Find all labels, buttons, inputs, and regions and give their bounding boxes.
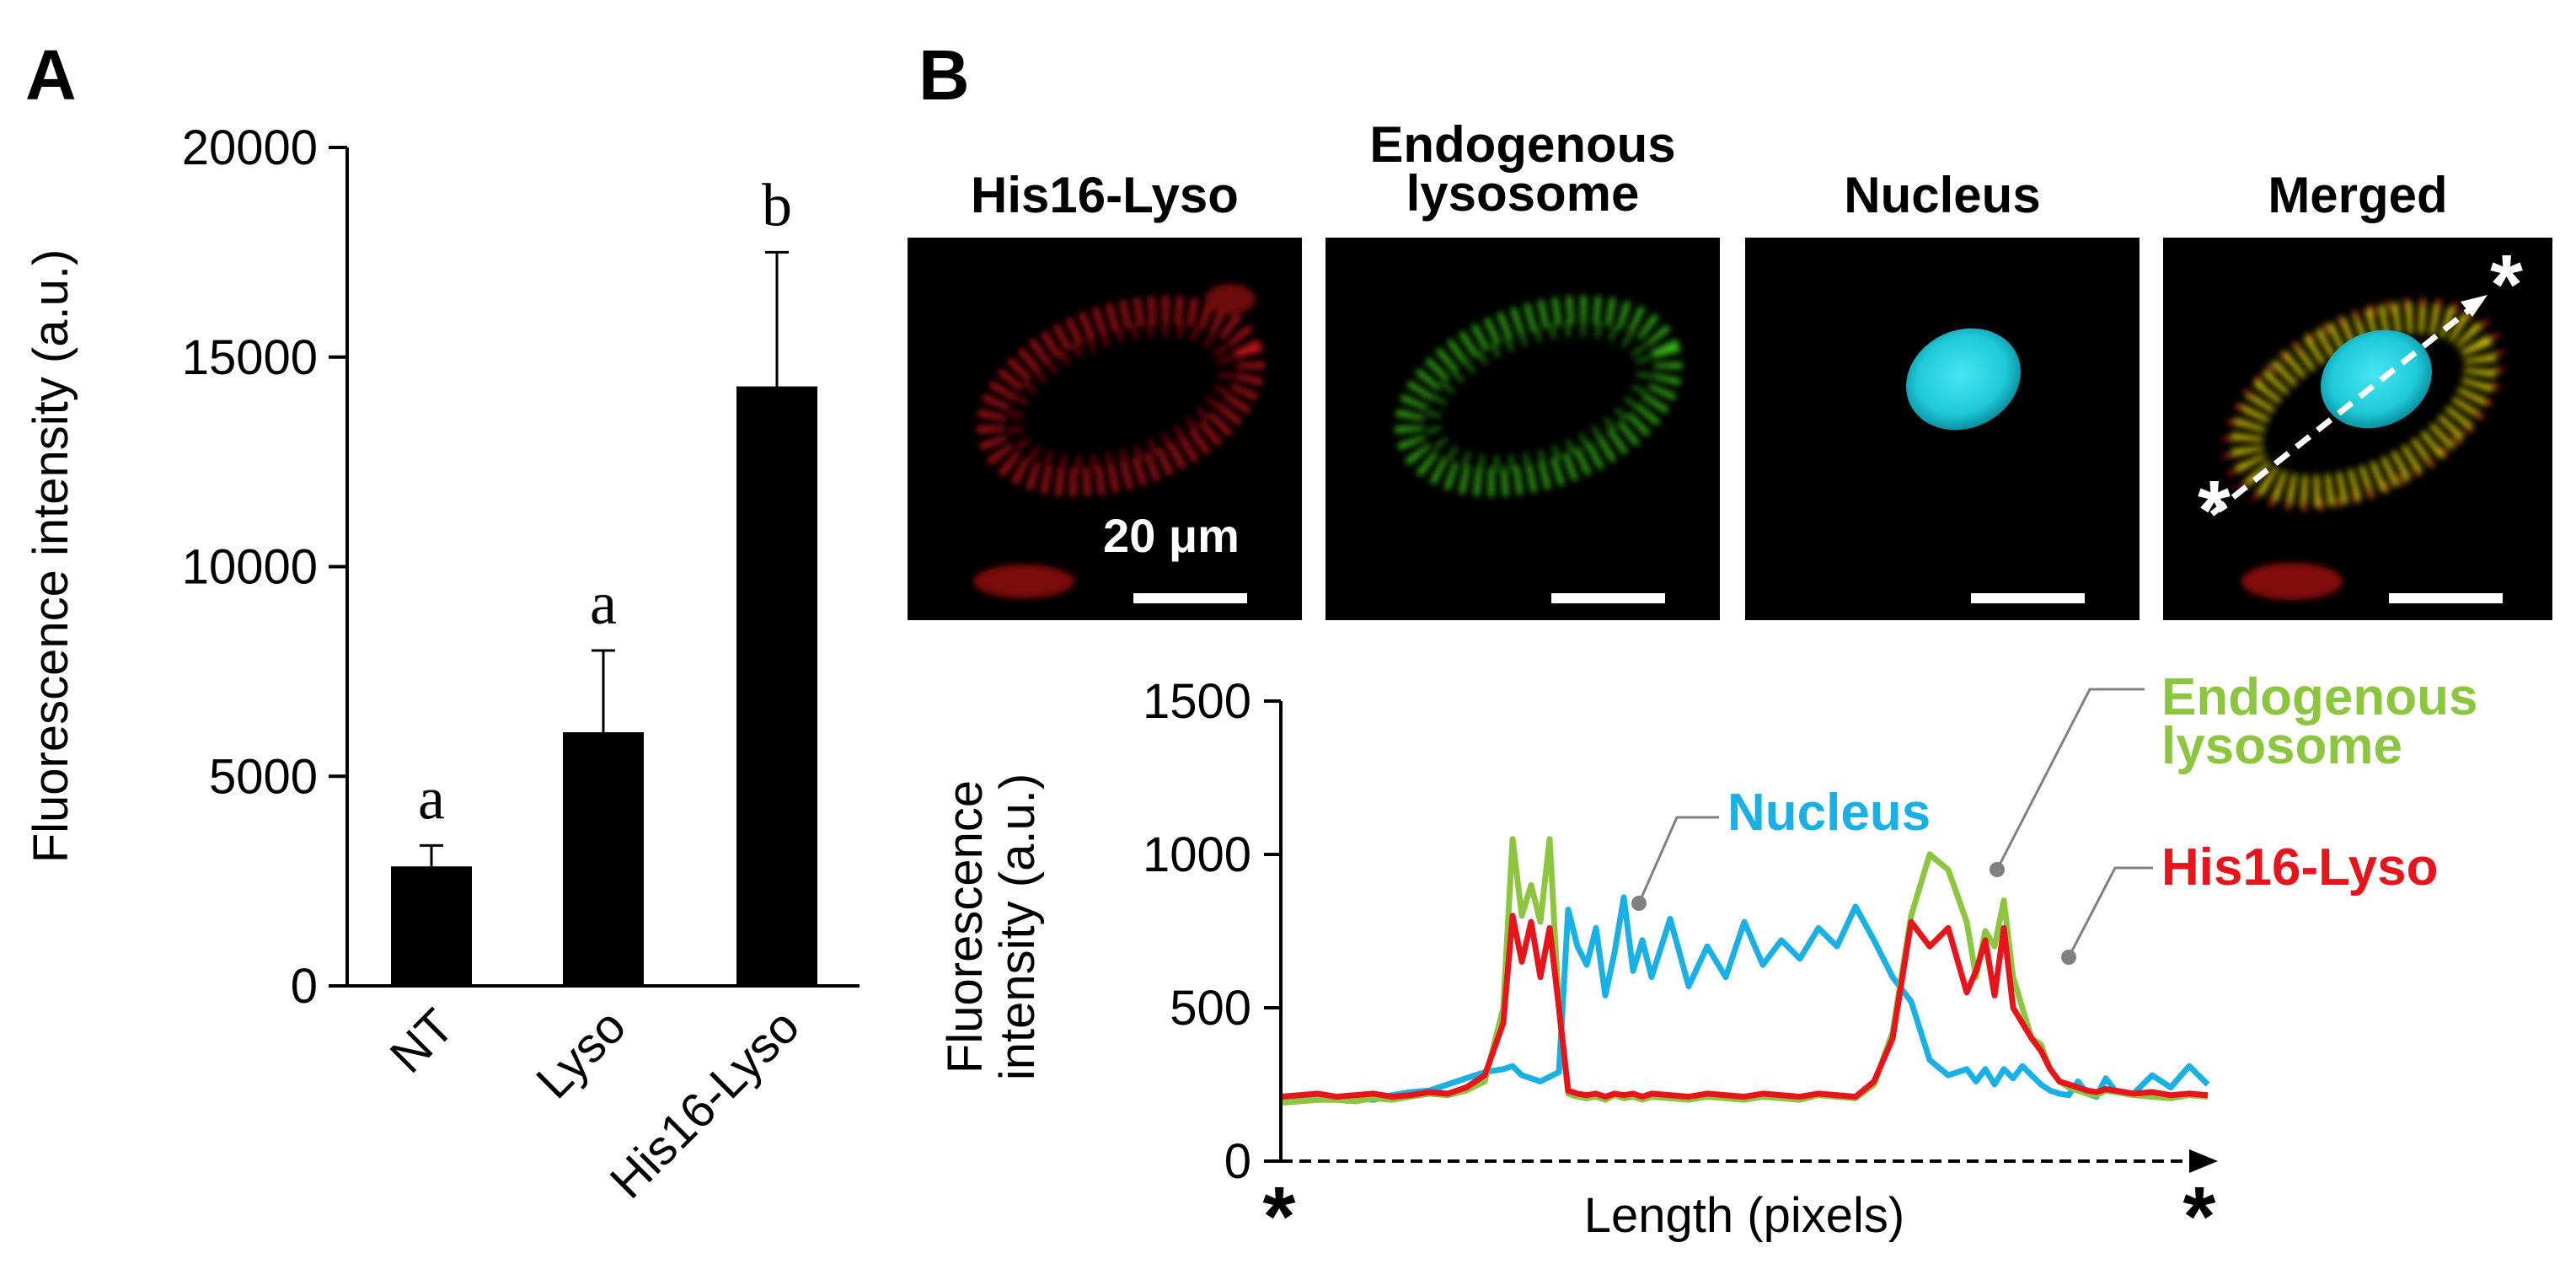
- category-label-nt: NT: [380, 999, 465, 1084]
- panel-a-y-ticks: 0 5000 10000 15000 20000: [182, 120, 347, 1014]
- panel-a-y-axis-label: Fluorescence intensity (a.u.): [24, 249, 78, 864]
- panel-a-y-tick-label: 20000: [182, 120, 318, 175]
- series-line-endogenous-lysosome: [1280, 836, 2209, 1106]
- micrograph-nucleus: [1745, 238, 2140, 620]
- bar-lyso: [563, 732, 644, 986]
- panel-b-line-profile-chart: Fluorescenceintensity (a.u.) 0 500 1000 150…: [938, 668, 2477, 1264]
- callouts: Nucleus Endogenous lysosome His16-Lyso: [1631, 668, 2477, 965]
- panel-a-bar-chart: Fluorescence intensity (a.u.) 0 5000 10000…: [24, 120, 860, 1209]
- panel-a-letter: A: [25, 35, 77, 115]
- callout-nucleus: Nucleus: [1727, 784, 1931, 842]
- panel-a-y-tick-label: 10000: [182, 540, 318, 595]
- panel-b-y-axis-label: Fluorescenceintensity (a.u.): [938, 774, 1045, 1080]
- series-line-his16-lyso: [1280, 913, 2209, 1100]
- scale-bar-label: 20 μm: [1103, 509, 1240, 562]
- micrograph-merged: * *: [2163, 238, 2552, 620]
- panel-b-y-tick-label: 1000: [1143, 827, 1251, 882]
- line-scan-path: [2209, 301, 2480, 517]
- panel-b-y-tick-label: 500: [1170, 981, 1251, 1036]
- significance-label: a: [418, 764, 445, 832]
- micrograph-endogenous-lysosome: [1325, 238, 1720, 620]
- panel-b-letter: B: [918, 35, 970, 115]
- panel-b-series-lines: [1280, 836, 2210, 1106]
- line-scan-start-marker: *: [2198, 463, 2231, 558]
- micrograph-title-endogenous-lysosome: Endogenous lysosome: [1369, 116, 1675, 222]
- panel-b-y-tick-label: 1500: [1143, 674, 1251, 729]
- panel-a-y-tick-label: 15000: [182, 330, 318, 385]
- line-scan-end-marker: *: [2490, 238, 2523, 332]
- panel-b-x-end-marker: *: [2183, 1170, 2216, 1264]
- panel-b-y-tick-label: 0: [1224, 1134, 1251, 1189]
- panel-b-y-ticks: 0 500 1000 1500: [1143, 674, 1281, 1189]
- panel-a-y-tick-label: 5000: [209, 749, 318, 804]
- bar-nt: [391, 866, 472, 986]
- callout-endogenous-lysosome: Endogenous lysosome: [2161, 668, 2477, 775]
- category-label-lyso: Lyso: [526, 999, 636, 1109]
- series-line-nucleus: [1280, 894, 2210, 1103]
- panel-b-x-arrowhead: [2189, 1149, 2218, 1173]
- micrograph-title-merged: Merged: [2268, 167, 2447, 223]
- panel-a-y-tick-label: 0: [291, 959, 318, 1014]
- significance-label: a: [590, 570, 617, 637]
- category-label-his16-lyso: His16-Lyso: [600, 999, 811, 1209]
- callout-his16-lyso: His16-Lyso: [2161, 838, 2439, 897]
- micrograph-title-his16-lyso: His16-Lyso: [971, 167, 1239, 223]
- panel-b-x-axis-label: Length (pixels): [1584, 1188, 1904, 1243]
- panel-b-x-start-marker: *: [1263, 1170, 1296, 1264]
- significance-label: b: [762, 171, 792, 238]
- bar-his16-lyso: [736, 386, 817, 986]
- micrograph-his16-lyso: 20 μm: [908, 238, 1302, 620]
- panel-a-bars: a NT a Lyso b His16-Lyso: [380, 171, 817, 1209]
- micrograph-title-nucleus: Nucleus: [1844, 167, 2040, 223]
